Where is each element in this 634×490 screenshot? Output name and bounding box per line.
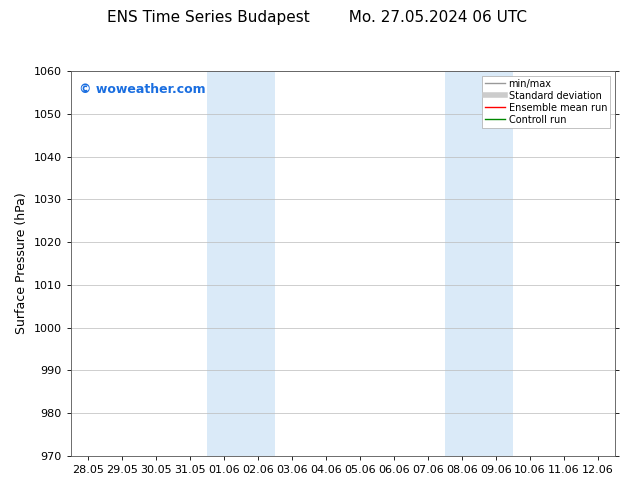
Bar <box>207 71 275 456</box>
Y-axis label: Surface Pressure (hPa): Surface Pressure (hPa) <box>15 193 28 334</box>
Legend: min/max, Standard deviation, Ensemble mean run, Controll run: min/max, Standard deviation, Ensemble me… <box>482 76 610 127</box>
Bar <box>445 71 513 456</box>
Text: © woweather.com: © woweather.com <box>79 83 205 96</box>
Text: ENS Time Series Budapest        Mo. 27.05.2024 06 UTC: ENS Time Series Budapest Mo. 27.05.2024 … <box>107 10 527 25</box>
